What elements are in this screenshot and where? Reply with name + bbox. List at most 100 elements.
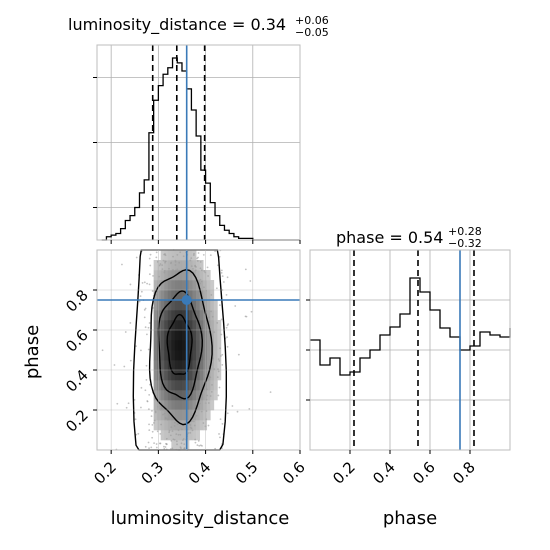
sample-point [195,266,197,268]
sample-point [177,429,180,432]
density-cell [167,290,172,301]
density-cell [160,430,165,441]
density-cell [171,410,176,421]
sample-point [129,322,132,324]
density-cell [164,370,169,381]
density-cell [174,360,179,371]
sample-point [200,410,203,413]
density-cell [181,270,186,281]
sample-point [148,447,150,450]
sample-point [176,443,178,446]
density-cell [153,270,158,281]
sample-point [226,345,229,348]
density-cell [164,390,169,401]
density-cell [196,420,200,431]
density-cell [171,340,176,351]
x-tick-label: 0.8 [449,458,479,488]
density-cell [164,310,169,321]
density-cell [181,430,186,441]
sample-point [217,394,220,397]
sample-point [217,264,219,267]
sample-point [159,405,162,408]
density-cell [181,310,186,321]
density-cell [189,300,193,311]
density-cell [192,390,197,401]
density-cell [153,330,158,341]
sample-point [149,253,152,256]
sample-point [244,268,247,271]
sample-point [218,386,221,389]
sample-point [221,422,224,425]
density-cell [153,310,158,321]
density-cell [164,260,169,271]
sample-point [145,378,148,381]
sample-point [163,271,166,274]
sample-point [155,256,158,259]
sample-point [169,262,172,265]
density-cell [181,260,186,271]
density-cell [178,380,183,391]
density-cell [196,410,200,421]
density-cell [181,250,186,261]
density-cell [203,360,208,371]
sample-point [144,445,147,448]
density-cell [160,250,165,261]
density-cell [167,330,172,341]
sample-point [196,444,199,447]
density-cell [167,350,172,361]
sample-point [226,324,229,327]
y-tick-label: 0.8 [62,286,92,316]
sample-point [173,438,176,441]
sample-point [199,261,202,263]
density-cell [206,380,211,391]
density-cell [210,390,215,401]
density-cell [210,290,215,301]
density-cell [206,400,211,411]
sample-point [177,433,180,436]
sample-point [220,355,222,357]
density-cell [181,360,186,371]
density-cell [196,320,200,331]
density-cell [153,350,158,361]
sample-point [153,422,155,424]
density-cell [171,360,176,371]
density-cell [203,300,208,311]
density-cell [189,340,193,351]
density-cell [174,260,179,271]
sample-point [159,408,162,410]
sample-point [236,410,239,413]
sample-point [162,413,164,416]
sample-point [155,293,158,296]
sample-point [143,308,146,311]
sample-point [172,255,174,258]
sample-point [140,406,142,409]
density-cell [181,280,186,291]
density-cell [178,300,183,311]
sample-point [143,316,146,319]
sample-point [165,443,168,445]
density-cell [174,400,179,411]
sample-point [163,412,166,415]
density-cell [153,260,158,271]
joint-x-ticks: 0.2 0.3 0.4 0.5 0.6 [90,450,309,488]
sample-point [226,412,229,415]
density-cell [189,320,193,331]
density-cell [199,270,204,281]
density-cell [181,440,186,451]
sample-point [183,447,186,450]
sample-point [155,443,158,445]
density-cell [213,390,218,401]
density-cell [181,410,186,421]
sample-point [194,441,197,444]
density-cell [167,280,172,291]
sample-point [190,265,193,268]
marginal-luminosity-distance-grid [97,45,301,240]
sample-point [124,331,127,333]
density-cell [206,310,211,321]
x-tick-label: 0.4 [369,458,399,488]
sample-point [190,257,193,260]
density-cell [181,400,186,411]
density-cell [167,320,172,331]
sample-point [222,281,225,283]
sample-point [198,444,201,447]
